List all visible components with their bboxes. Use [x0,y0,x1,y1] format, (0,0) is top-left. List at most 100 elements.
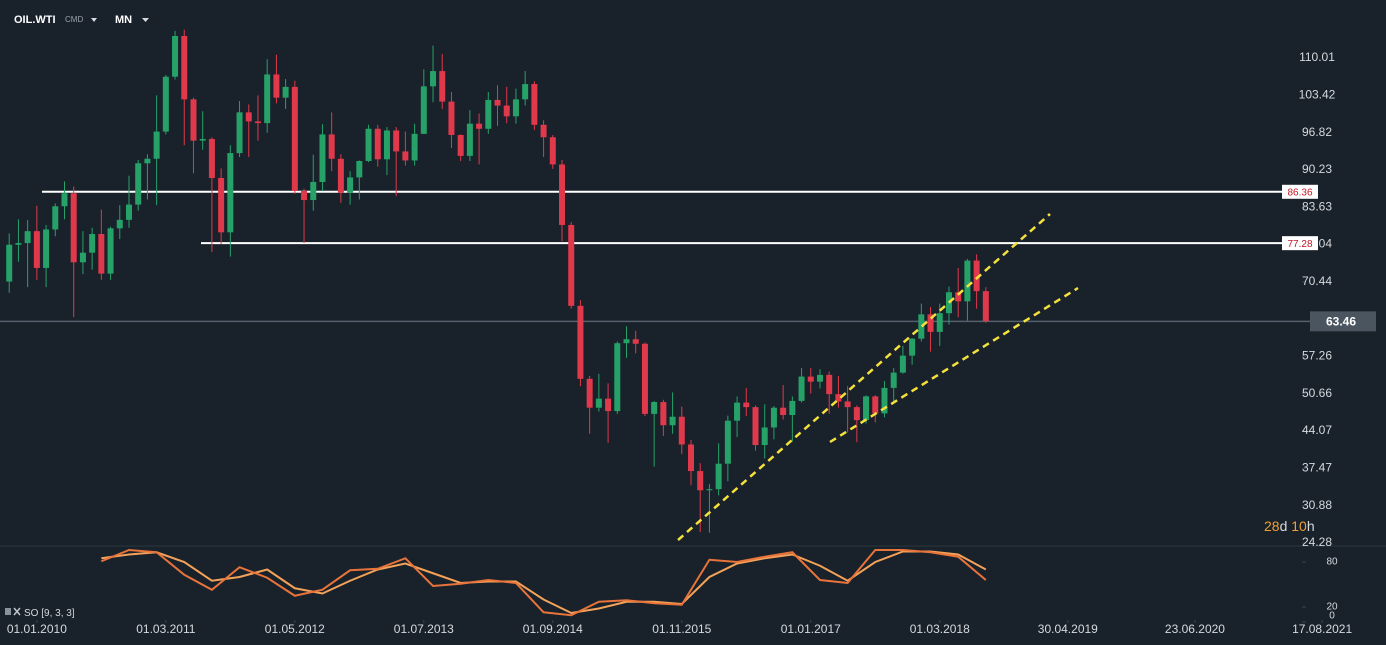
indicator-params: [9, 3, 3] [41,608,75,619]
candle-body [107,228,114,274]
x-tick-label: 01.09.2014 [523,622,583,636]
candle-body [816,374,823,382]
candle-body [162,76,169,132]
y-tick-label: 103.42 [1299,87,1336,101]
candle-body [328,134,335,159]
candle-body [476,123,483,129]
candle-body [43,229,50,268]
indicator-icon[interactable] [5,608,11,615]
y-tick-label: 110.01 [1299,50,1335,64]
candle-body [365,128,372,162]
candle-body [153,131,160,159]
candle-body [844,401,851,408]
candle-body [52,206,59,230]
candle-body [577,305,584,379]
candle-body [641,343,648,414]
candle-body [651,402,658,414]
candle-body [227,153,234,233]
candle-body [448,101,455,135]
indicator-tick-label: 80 [1326,557,1338,568]
candle-body [807,376,814,382]
candle-body [909,338,916,356]
level-label: 77.28 [1287,239,1312,250]
x-tick-label: 01.01.2017 [781,622,841,636]
y-tick-label: 90.23 [1302,162,1332,176]
candle-body [494,99,501,106]
x-tick-label: 01.03.2011 [136,622,195,636]
x-tick-label: 30.04.2019 [1038,622,1098,636]
candle-body [273,74,280,98]
candle-body [466,123,473,156]
candle-body [531,84,538,125]
candle-body [512,99,519,117]
candle-body [964,260,971,302]
candle-body [503,105,510,117]
candle-body [853,407,860,421]
candle-body [6,244,13,282]
candle-body [715,463,722,490]
trend-line [677,213,1051,541]
countdown-days: 28 [1264,518,1280,534]
candle-body [98,233,105,274]
symbol[interactable]: OIL.WTI [14,14,56,26]
level-box [1282,184,1318,199]
candle-body [872,396,879,414]
x-tick-label: 01.05.2012 [265,622,325,636]
candle-body [181,35,188,100]
price-box [1310,311,1376,332]
countdown-unit: h [1307,518,1315,534]
candle-body [61,193,68,207]
level-label: 86.36 [1287,187,1312,198]
candle-body [254,121,261,124]
dropdown-icon[interactable] [142,18,149,22]
x-tick-label: 01.01.2010 [7,622,67,636]
candle-body [798,376,805,401]
candle-body [687,444,694,472]
candle-body [264,74,271,124]
candle-body [89,233,96,253]
close-icon[interactable] [13,607,21,616]
indicator-line [101,550,987,615]
candle-body [79,252,86,263]
y-tick-label: 24.28 [1302,535,1332,549]
trend-line [829,286,1079,444]
price-label: 63.46 [1326,315,1356,329]
candle-body [899,355,906,373]
candle-body [761,427,768,446]
candle-body [199,138,206,141]
interval[interactable]: MN [115,14,132,26]
candle-body [125,204,132,220]
candle-body [393,130,400,152]
candle-body [743,402,750,408]
candle-body [568,224,575,306]
candle-body [955,292,962,302]
candle-body [383,130,390,160]
candle-body [752,407,759,446]
candle-body [116,219,123,229]
candle-body [135,163,142,205]
candle-body [835,394,842,402]
candle-body [208,138,215,178]
candle-body [282,86,289,98]
indicator-tick-label: 20 [1326,602,1338,613]
x-tick-label: 23.06.2020 [1165,622,1225,636]
dropdown-icon[interactable] [91,18,97,22]
candle-body [457,134,464,156]
x-tick-label: 01.03.2018 [910,622,970,636]
indicator-tick-label: 0 [1329,611,1335,622]
candle-body [310,181,317,201]
candle-body [485,99,492,129]
candle-body [724,420,731,464]
candle-body [190,99,197,141]
candle-body [863,396,870,421]
market[interactable]: CMD [65,15,83,24]
x-tick-label: 17.08.2021 [1292,622,1352,636]
candle-body [144,158,151,164]
candle-body [337,158,344,193]
candle-body [301,191,308,201]
candle-body [623,339,630,344]
candle-body [669,416,676,426]
candle-body [549,137,556,165]
countdown-hours: 10 [1291,518,1307,534]
